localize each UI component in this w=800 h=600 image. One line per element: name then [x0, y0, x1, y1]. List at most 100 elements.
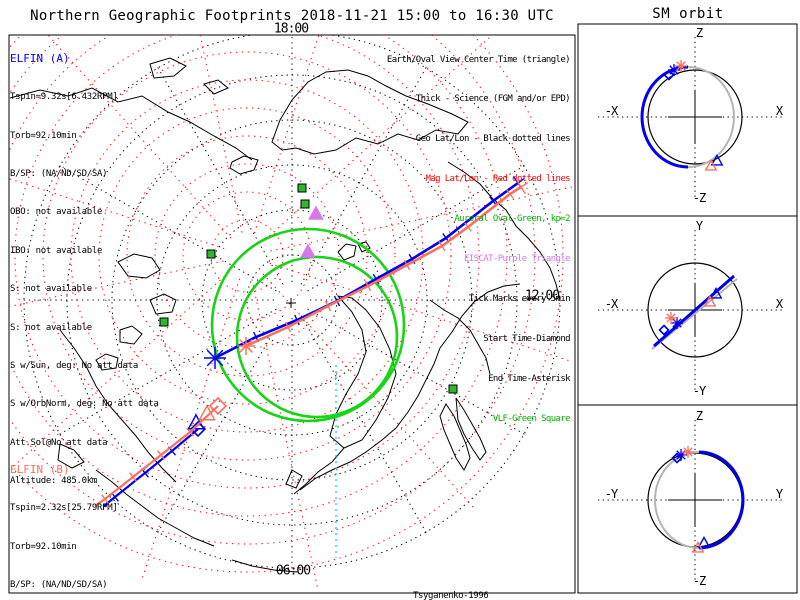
sm-orbit-border [577, 23, 798, 594]
orbit-near-line [653, 274, 735, 348]
vlf-square [448, 384, 458, 394]
legend-line: Tick Marks every 5min [468, 293, 571, 304]
mag-lat-circle [9, 35, 508, 517]
track-tick [463, 222, 473, 232]
eiscat-triangle [300, 243, 316, 258]
info-line: Altitude: 485.0km [10, 476, 98, 487]
pole-mark [286, 298, 296, 308]
legend-line: Auroral Oval-Green, kp=2 [454, 214, 570, 225]
track-tick [185, 427, 195, 437]
legend-line: Mag Lat/Lon - Red dotted lines [425, 174, 570, 185]
info-line: Att.Sol@No att data [10, 437, 108, 448]
end-time-asterisk [204, 347, 226, 369]
info-line: Tspin=9.32s[6.432RPM] [10, 92, 118, 103]
mag-lat-circle [154, 163, 340, 349]
mag-lat-circle [14, 35, 480, 489]
track-tick [513, 179, 529, 195]
axis-label: X [775, 104, 783, 118]
orbit-diamond [671, 452, 683, 464]
earth-circle [647, 69, 743, 165]
auroral-oval [210, 227, 406, 423]
mag-lat-circle [9, 35, 536, 545]
legend-line: EISCAT-Purple Triangle [463, 254, 571, 265]
coastlines [9, 57, 561, 573]
mag-lat-circle [42, 51, 452, 461]
info-line: IBO: not available [10, 245, 103, 256]
track-tick [282, 321, 294, 333]
track-tick [156, 450, 166, 460]
axis-label: -Y [604, 487, 618, 501]
mag-lat-circle [98, 107, 396, 405]
legend-line: End Time-Asterisk [488, 373, 571, 384]
elfin-b-name: ELFIN (B) [10, 462, 70, 476]
clock-label-06: 06:00 [275, 563, 311, 579]
clock-label-18: 18:00 [273, 21, 309, 37]
legend-line: Earth/Oval View Center Time (triangle) [386, 54, 571, 65]
orbit-triangle [710, 154, 724, 166]
vlf-square [300, 199, 310, 209]
mag-lat-circle [9, 35, 564, 573]
map-markers [159, 183, 458, 394]
auroral-oval-circle [210, 227, 406, 423]
orbit-asterisk [682, 446, 694, 458]
legend-line: Geo Lat/Lon - Black dotted lines [415, 134, 571, 145]
sm-orbit-panels [598, 37, 785, 582]
view-center-triangle [198, 404, 216, 421]
orbit-triangle [704, 159, 718, 171]
geo-lon-line [156, 315, 284, 535]
footer: Tsyganenko-1996 Created: Sun Jan 29 09:2… [413, 561, 579, 600]
geo-lat-circle [111, 119, 473, 481]
orbit-triangle [703, 295, 717, 307]
elfin-a-name: ELFIN (A) [10, 51, 70, 65]
axis-label: -X [604, 297, 618, 311]
info-line: B/SP: (NA/ND/SD/SA) [10, 579, 108, 590]
orbit-asterisk [675, 60, 687, 72]
elfin-b-info-panel: ELFIN (B) Tspin=2.32s[25.79RPM] Torb=92.… [10, 437, 158, 600]
orbit-diamond [663, 69, 675, 81]
orbit-diamond [658, 324, 670, 336]
mag-lat-circle [126, 135, 368, 377]
axis-label: Z [695, 26, 703, 40]
orbit-triangle [697, 536, 711, 548]
earth-circle [647, 262, 743, 358]
sm-orbit-markers [658, 60, 724, 553]
orbit-asterisk [671, 317, 683, 329]
axis-label: -Y [692, 384, 706, 398]
footprint-tracks [94, 176, 529, 507]
axis-label: Y [775, 487, 783, 501]
info-line: Torb=92.10min [10, 130, 77, 141]
legend-line: VLF-Green Square [492, 413, 571, 424]
legend-line: Start Time-Diamond [483, 333, 570, 344]
orbit-asterisk [668, 64, 680, 76]
info-line: S w/Sun, deg: No att data [10, 360, 138, 371]
track-tick [436, 240, 448, 252]
vlf-square [159, 317, 169, 327]
start-time-diamond [208, 396, 228, 416]
vlf-square [297, 183, 307, 193]
elfin-a-info-panel: ELFIN (A) Tspin=9.32s[6.432RPM] Torb=92.… [10, 26, 159, 513]
track-tick [322, 300, 334, 312]
map-legend: Earth/Oval View Center Time (triangle) T… [386, 27, 571, 453]
track-tick [362, 280, 374, 292]
info-line: S: not available [10, 322, 92, 333]
info-line: Tspin=2.32s[25.79RPM] [10, 503, 118, 514]
orbit-near-arc [698, 450, 745, 550]
model-label: Tsyganenko-1996 [413, 591, 489, 600]
auroral-oval-circle [235, 255, 399, 419]
eiscat-triangle [308, 205, 324, 220]
axis-label: X [775, 297, 783, 311]
axis-label: -X [604, 104, 618, 118]
legend-line: Thick - Science (FGM and/or EPD) [415, 94, 571, 105]
axis-label: Z [695, 409, 703, 423]
map-border [8, 34, 576, 594]
info-line: S: not available [10, 284, 92, 295]
info-line: Torb=92.10min [10, 541, 77, 552]
geo-lat-circle [201, 209, 383, 391]
geo-lon-line [156, 65, 284, 285]
orbit-far-arc [687, 66, 735, 168]
track-tick [291, 314, 303, 326]
geo-lat-circle [246, 254, 338, 346]
track-tick [401, 259, 413, 271]
